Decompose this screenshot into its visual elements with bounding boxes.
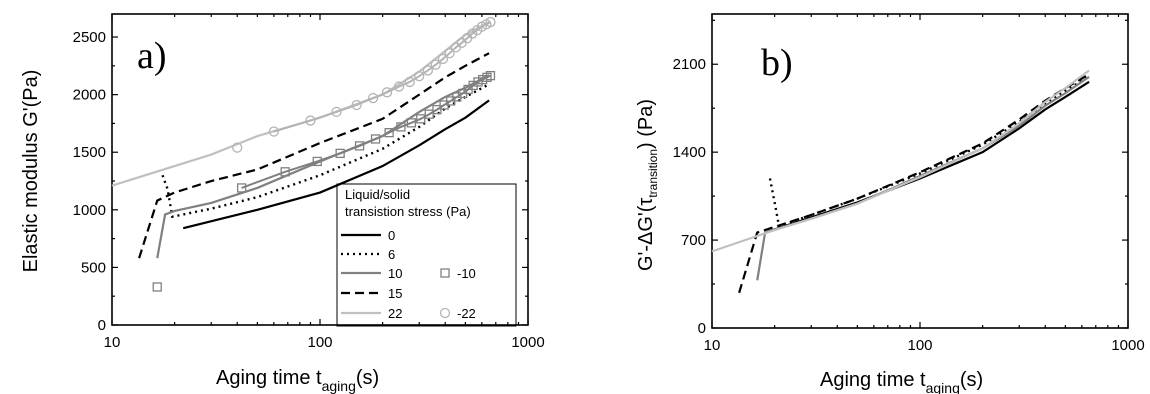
y-tick-label: 2000 <box>73 87 106 104</box>
y-tick-label: 1000 <box>73 202 106 219</box>
y-tick-label: 700 <box>681 232 706 249</box>
y-tick-label: 1400 <box>673 144 706 161</box>
x-tick-label: 1000 <box>511 334 544 351</box>
panel-b-y-axis-title: G'-ΔG'(τtransition) (Pa) <box>635 99 660 271</box>
legend-marker-circle <box>439 307 451 319</box>
x-tick-label: 100 <box>907 337 932 354</box>
legend: Liquid/solid transistion stress (Pa) 0 6 1… <box>336 183 517 327</box>
data-point-circle <box>444 48 455 59</box>
legend-label-6: 6 <box>388 247 395 262</box>
data-point-circle <box>422 65 434 76</box>
data-point-square <box>236 183 247 193</box>
data-point-square <box>485 70 496 81</box>
data-point-circle <box>393 81 405 92</box>
series-line-22 <box>711 69 1090 253</box>
y-tick-label: 500 <box>81 259 106 276</box>
series-line-6 <box>768 75 1090 228</box>
data-point-circle <box>268 126 280 137</box>
legend-label--22: -22 <box>457 306 476 321</box>
data-point-square <box>354 141 365 151</box>
data-point-circle <box>305 115 316 126</box>
series-line-0 <box>764 80 1090 234</box>
legend-label-15: 15 <box>388 286 402 301</box>
y-tick-label: 0 <box>98 317 106 334</box>
x-tick-label: 10 <box>704 337 721 354</box>
data-point-circle <box>331 106 342 118</box>
y-tick-label: 0 <box>698 320 706 337</box>
data-point-circle <box>232 142 243 153</box>
data-point-square <box>384 127 394 138</box>
y-tick-label: 2500 <box>73 29 106 46</box>
data-point-square <box>370 134 381 144</box>
x-tick-label: 100 <box>307 334 332 351</box>
panel-a-x-axis-title: Aging time taging(s) <box>216 367 379 394</box>
data-point-square <box>152 282 162 292</box>
y-tick-label: 2100 <box>673 56 706 73</box>
chart-panel-a: a) Aging time taging(s) Elastic modulus … <box>20 13 545 394</box>
legend-label-22: 22 <box>388 306 402 321</box>
legend-title-line-2: transistion stress (Pa) <box>345 204 471 219</box>
data-point-circle <box>485 16 496 28</box>
data-point-square <box>396 122 406 132</box>
data-point-circle <box>414 71 425 82</box>
series-line-0 <box>182 99 490 230</box>
data-point-circle <box>404 76 415 88</box>
legend-marker-square <box>440 268 450 278</box>
data-point-square <box>280 167 290 177</box>
legend-label-0: 0 <box>388 228 395 243</box>
data-point-circle <box>351 99 362 111</box>
panel-b-label: b) <box>761 42 793 84</box>
legend-label--10: -10 <box>457 266 476 281</box>
panel-a-y-axis-title: Elastic modulus G'(Pa) <box>20 70 42 273</box>
legend-title-line-1: Liquid/solid <box>345 187 410 202</box>
panel-a-label: a) <box>137 35 167 77</box>
data-point-square <box>312 156 322 167</box>
chart-panel-b: b) Aging time taging(s) G'-ΔG'(τtransiti… <box>635 13 1145 394</box>
data-point-square <box>406 118 417 128</box>
data-point-circle <box>437 53 449 65</box>
data-point-square <box>335 148 345 159</box>
x-tick-label: 1000 <box>1111 337 1144 354</box>
series-line--22 <box>273 21 491 133</box>
y-tick-label: 1500 <box>73 144 106 161</box>
data-point-circle <box>430 59 441 70</box>
legend-label-10: 10 <box>388 266 402 281</box>
series-line-15 <box>738 73 1090 294</box>
data-point-circle <box>381 87 393 98</box>
panel-b-x-axis-title: Aging time taging(s) <box>820 369 983 394</box>
series-line-15 <box>138 52 490 259</box>
data-point-circle <box>367 92 379 104</box>
x-tick-label: 10 <box>104 334 121 351</box>
